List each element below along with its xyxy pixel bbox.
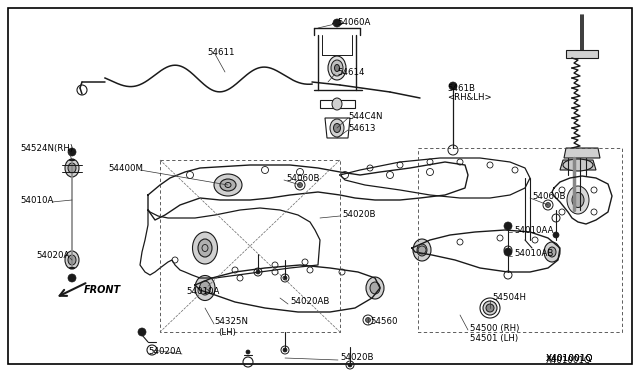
- Text: 54504H: 54504H: [492, 294, 526, 302]
- Circle shape: [545, 202, 550, 208]
- Text: X401001Q: X401001Q: [546, 353, 593, 362]
- Circle shape: [504, 222, 512, 230]
- Ellipse shape: [335, 64, 339, 71]
- Text: 54020A: 54020A: [148, 347, 181, 356]
- Text: 54400M: 54400M: [108, 164, 143, 173]
- Ellipse shape: [417, 244, 427, 256]
- Circle shape: [283, 276, 287, 280]
- Text: 54611: 54611: [207, 48, 234, 57]
- Text: 5461B: 5461B: [447, 83, 475, 93]
- Ellipse shape: [65, 159, 79, 177]
- Ellipse shape: [220, 179, 236, 191]
- Ellipse shape: [572, 192, 584, 208]
- Ellipse shape: [200, 281, 211, 295]
- Circle shape: [298, 183, 303, 187]
- Ellipse shape: [330, 119, 344, 137]
- Text: 54501 (LH): 54501 (LH): [470, 334, 518, 343]
- Text: 54020B: 54020B: [342, 209, 376, 218]
- Circle shape: [246, 350, 250, 354]
- Ellipse shape: [332, 98, 342, 110]
- Circle shape: [365, 317, 371, 323]
- Ellipse shape: [333, 124, 340, 132]
- Text: 54614: 54614: [337, 67, 365, 77]
- Ellipse shape: [193, 232, 218, 264]
- Text: 54060A: 54060A: [337, 17, 371, 26]
- Ellipse shape: [567, 186, 589, 214]
- Text: 544C4N: 544C4N: [348, 112, 383, 121]
- Text: 54060B: 54060B: [532, 192, 566, 201]
- Circle shape: [504, 248, 512, 256]
- Text: 54020AB: 54020AB: [290, 298, 330, 307]
- Text: <RH&LH>: <RH&LH>: [447, 93, 492, 102]
- Text: 54524N(RH): 54524N(RH): [20, 144, 73, 153]
- Ellipse shape: [413, 239, 431, 261]
- Text: 54020A: 54020A: [36, 251, 69, 260]
- Ellipse shape: [366, 277, 384, 299]
- Ellipse shape: [370, 282, 380, 294]
- Circle shape: [68, 148, 76, 156]
- Text: 54060B: 54060B: [286, 173, 319, 183]
- Ellipse shape: [195, 276, 215, 301]
- Circle shape: [333, 19, 341, 27]
- Ellipse shape: [544, 242, 560, 262]
- Ellipse shape: [198, 239, 212, 257]
- Text: 54010A: 54010A: [186, 288, 220, 296]
- Circle shape: [68, 274, 76, 282]
- Ellipse shape: [68, 163, 76, 173]
- Ellipse shape: [548, 247, 556, 257]
- Polygon shape: [564, 148, 600, 158]
- Text: (LH): (LH): [218, 327, 236, 337]
- Ellipse shape: [483, 301, 497, 315]
- Ellipse shape: [68, 255, 76, 265]
- Text: 54325N: 54325N: [214, 317, 248, 327]
- Ellipse shape: [486, 304, 494, 312]
- Text: 54500 (RH): 54500 (RH): [470, 324, 520, 333]
- Circle shape: [348, 363, 352, 367]
- Text: X401001Q: X401001Q: [546, 353, 593, 362]
- Circle shape: [449, 82, 457, 90]
- Ellipse shape: [331, 60, 343, 76]
- Ellipse shape: [214, 174, 242, 196]
- Text: FRONT: FRONT: [84, 285, 121, 295]
- Circle shape: [553, 232, 559, 238]
- Circle shape: [283, 348, 287, 352]
- Text: 54010A: 54010A: [20, 196, 53, 205]
- Polygon shape: [566, 50, 598, 58]
- Ellipse shape: [563, 159, 593, 171]
- Ellipse shape: [65, 251, 79, 269]
- Text: 54613: 54613: [348, 124, 376, 132]
- Text: 54020B: 54020B: [340, 353, 374, 362]
- Circle shape: [256, 270, 260, 274]
- Text: 54560: 54560: [370, 317, 397, 327]
- Polygon shape: [560, 160, 596, 170]
- Text: 54010AA: 54010AA: [514, 225, 554, 234]
- Circle shape: [138, 328, 146, 336]
- Text: 54010AB: 54010AB: [514, 250, 554, 259]
- Text: X401001Q: X401001Q: [546, 356, 591, 365]
- Ellipse shape: [328, 56, 346, 80]
